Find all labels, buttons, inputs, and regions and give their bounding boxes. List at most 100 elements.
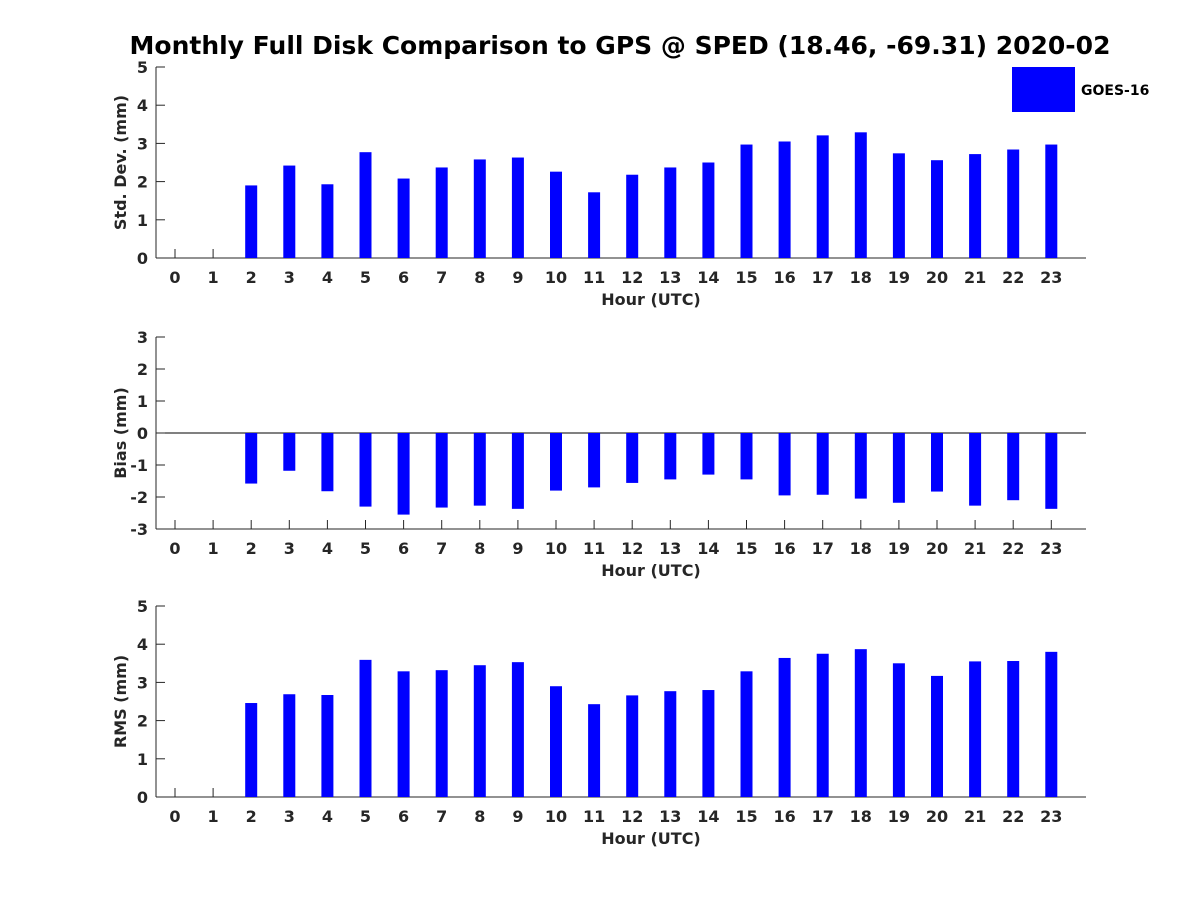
bar-hour-11 <box>588 704 601 797</box>
x-tick-label: 17 <box>812 807 834 826</box>
bar-hour-23 <box>1045 433 1058 509</box>
x-tick-label: 8 <box>474 539 485 558</box>
x-tick-label: 11 <box>583 268 605 287</box>
y-tick-label: 1 <box>137 392 148 411</box>
x-tick-label: 4 <box>322 268 333 287</box>
x-tick-label: 11 <box>583 539 605 558</box>
y-tick-label: 3 <box>137 134 148 153</box>
x-tick-label: 19 <box>888 268 910 287</box>
bar-hour-13 <box>664 167 677 258</box>
bar-hour-12 <box>626 695 639 797</box>
bar-hour-21 <box>969 433 982 506</box>
x-tick-label: 3 <box>284 268 295 287</box>
bar-hour-5 <box>359 433 372 507</box>
bar-hour-10 <box>550 433 562 491</box>
x-tick-label: 6 <box>398 807 409 826</box>
x-tick-label: 2 <box>246 539 257 558</box>
bar-hour-9 <box>511 433 524 509</box>
x-tick-label: 23 <box>1040 268 1062 287</box>
x-tick-label: 12 <box>621 539 643 558</box>
bar-hour-7 <box>435 167 448 258</box>
x-tick-label: 10 <box>545 539 567 558</box>
x-tick-label: 14 <box>697 539 719 558</box>
x-tick-label: 22 <box>1002 539 1024 558</box>
x-tick-label: 2 <box>246 807 257 826</box>
bar-hour-21 <box>969 154 982 258</box>
bar-hour-22 <box>1007 433 1020 501</box>
y-tick-label: 3 <box>137 673 148 692</box>
x-tick-label: 8 <box>474 268 485 287</box>
x-tick-label: 18 <box>850 807 872 826</box>
y-tick-label: 0 <box>137 424 148 443</box>
bar-hour-8 <box>473 159 486 258</box>
y-tick-label: 0 <box>137 249 148 268</box>
bar-hour-2 <box>245 185 258 258</box>
y-tick-label: 4 <box>137 635 148 654</box>
bar-hour-17 <box>816 653 829 797</box>
bar-hour-15 <box>740 671 753 797</box>
bar-hour-6 <box>397 178 410 258</box>
bar-hour-13 <box>664 433 677 480</box>
x-tick-label: 10 <box>545 807 567 826</box>
x-tick-label: 13 <box>659 268 681 287</box>
bar-hour-17 <box>816 433 829 495</box>
x-axis-label: Hour (UTC) <box>601 561 701 580</box>
bar-hour-10 <box>550 171 562 258</box>
bar-hour-5 <box>359 659 372 797</box>
y-tick-label: 4 <box>137 96 148 115</box>
y-tick-label: 2 <box>137 173 148 192</box>
x-tick-label: 7 <box>436 539 447 558</box>
x-tick-label: 14 <box>697 268 719 287</box>
x-tick-label: 21 <box>964 807 986 826</box>
legend-label: GOES-16 <box>1081 83 1149 99</box>
x-tick-label: 15 <box>735 268 757 287</box>
bar-hour-23 <box>1045 144 1058 258</box>
x-tick-label: 21 <box>964 539 986 558</box>
bar-hour-12 <box>626 433 639 483</box>
x-tick-label: 20 <box>926 807 948 826</box>
x-tick-label: 5 <box>360 807 371 826</box>
y-tick-label: 5 <box>137 597 148 616</box>
y-tick-label: 0 <box>137 788 148 807</box>
x-tick-label: 5 <box>360 268 371 287</box>
x-tick-label: 3 <box>284 807 295 826</box>
x-tick-label: 7 <box>436 268 447 287</box>
x-tick-label: 10 <box>545 268 567 287</box>
bar-hour-3 <box>283 694 296 797</box>
bar-hour-14 <box>702 162 715 258</box>
x-tick-label: 19 <box>888 807 910 826</box>
x-tick-label: 16 <box>773 268 795 287</box>
bar-hour-20 <box>931 433 943 492</box>
y-tick-label: 5 <box>137 58 148 77</box>
bar-hour-2 <box>245 433 258 484</box>
x-tick-label: 5 <box>360 539 371 558</box>
bar-hour-15 <box>740 433 753 480</box>
y-tick-label: -3 <box>130 520 148 539</box>
y-tick-label: 3 <box>137 328 148 347</box>
x-tick-label: 12 <box>621 268 643 287</box>
x-tick-label: 22 <box>1002 807 1024 826</box>
bar-hour-19 <box>892 663 905 797</box>
x-tick-label: 9 <box>512 268 523 287</box>
x-tick-label: 20 <box>926 539 948 558</box>
bar-hour-4 <box>321 184 334 258</box>
bar-hour-10 <box>550 686 562 797</box>
bar-hour-8 <box>473 433 486 506</box>
x-tick-label: 23 <box>1040 807 1062 826</box>
x-tick-label: 20 <box>926 268 948 287</box>
x-tick-label: 16 <box>773 539 795 558</box>
x-tick-label: 17 <box>812 268 834 287</box>
y-tick-label: 2 <box>137 712 148 731</box>
bar-hour-3 <box>283 165 296 258</box>
bar-hour-19 <box>892 433 905 503</box>
x-tick-label: 9 <box>512 539 523 558</box>
x-tick-label: 13 <box>659 807 681 826</box>
bar-hour-15 <box>740 144 753 258</box>
bar-hour-18 <box>854 433 867 499</box>
bar-hour-16 <box>778 433 791 496</box>
x-tick-label: 16 <box>773 807 795 826</box>
x-tick-label: 2 <box>246 268 257 287</box>
